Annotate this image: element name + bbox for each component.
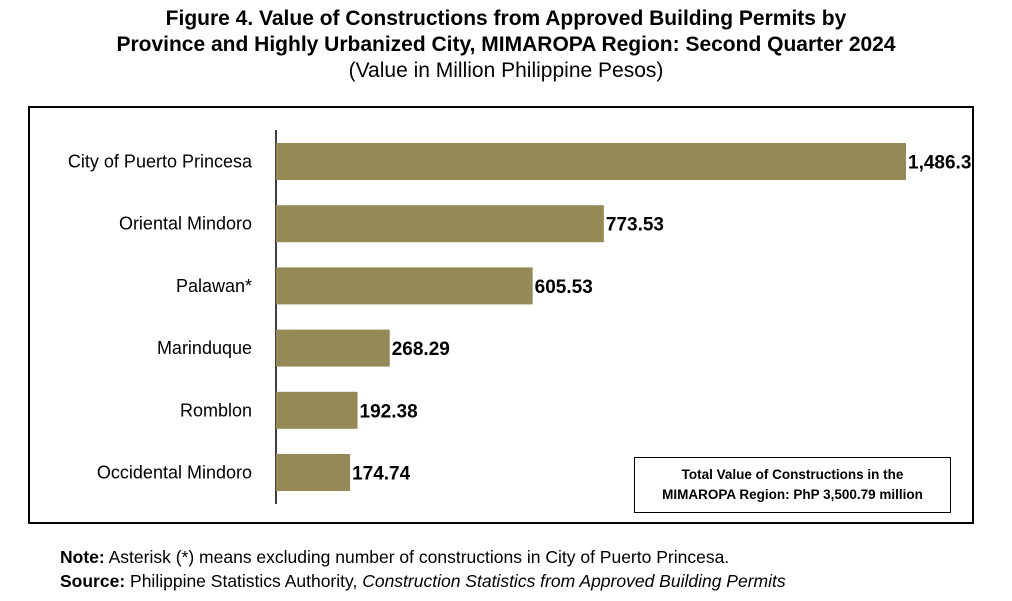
bar (276, 143, 906, 180)
category-label: Palawan* (176, 276, 252, 296)
chart-frame: City of Puerto Princesa 1,486.31 Oriental … (28, 106, 974, 524)
total-value-box: Total Value of Constructions in the MIMA… (634, 457, 951, 513)
bar (276, 329, 390, 367)
category-label: Romblon (180, 400, 252, 420)
bar (276, 267, 533, 305)
note-text: Asterisk (*) means excluding number of c… (108, 547, 730, 567)
source-title: Construction Statistics from Approved Bu… (362, 571, 786, 591)
data-label: 174.74 (352, 464, 411, 485)
bar (276, 391, 358, 429)
source-line: Source: Philippine Statistics Authority,… (60, 569, 786, 593)
data-label: 773.53 (606, 215, 664, 236)
footnotes: Note: Asterisk (*) means excluding numbe… (60, 545, 786, 593)
bar (276, 454, 351, 491)
bar (276, 205, 604, 243)
source-text: Philippine Statistics Authority, (130, 571, 358, 591)
data-label: 605.53 (535, 277, 593, 298)
bar-chart: City of Puerto Princesa 1,486.31 Oriental … (68, 130, 972, 504)
chart-subtitle: (Value in Million Philippine Pesos) (348, 59, 664, 82)
note-line: Note: Asterisk (*) means excluding numbe… (60, 545, 786, 569)
chart-title-block: Figure 4. Value of Constructions from Ap… (0, 6, 1012, 84)
chart-title-line-1: Figure 4. Value of Constructions from Ap… (165, 7, 847, 30)
data-label: 268.29 (392, 339, 450, 360)
source-label: Source: (60, 571, 126, 591)
total-value-line-2: MIMAROPA Region: PhP 3,500.79 million (662, 487, 923, 502)
data-label: 192.38 (360, 401, 418, 422)
category-label: Oriental Mindoro (119, 214, 252, 234)
data-label: 1,486.31 (908, 153, 972, 174)
note-label: Note: (60, 547, 105, 567)
category-label: City of Puerto Princesa (68, 152, 253, 172)
category-label: Occidental Mindoro (97, 463, 252, 483)
chart-title-line-2: Province and Highly Urbanized City, MIMA… (116, 33, 896, 56)
category-label: Marinduque (157, 338, 252, 358)
total-value-line-1: Total Value of Constructions in the (681, 467, 904, 482)
